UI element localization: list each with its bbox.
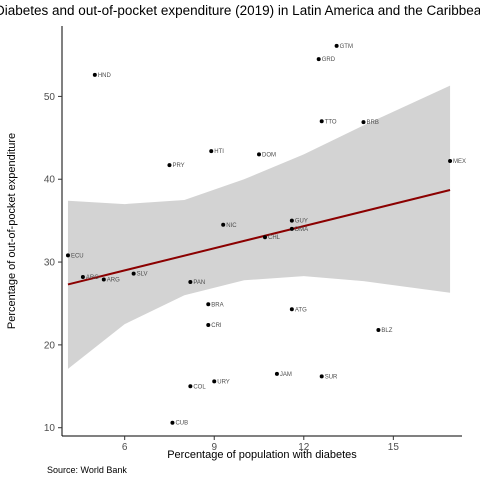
confidence-band: [67, 85, 451, 369]
data-point: [289, 226, 294, 231]
point-label: GRD: [322, 57, 336, 63]
y-tick-label: 10: [44, 423, 56, 434]
point-label: CUB: [175, 421, 188, 427]
data-point: [188, 279, 193, 284]
point-label: TTO: [325, 119, 337, 125]
point-label: HTI: [214, 149, 224, 155]
data-point: [65, 253, 70, 258]
data-point: [448, 159, 453, 164]
data-point: [257, 152, 262, 157]
y-axis-label: Percentage of out-of-pocket expenditure: [6, 133, 18, 329]
data-point: [101, 277, 106, 282]
point-label: PAN: [193, 280, 205, 286]
point-label: DOM: [262, 152, 276, 158]
point-label: DMA: [295, 227, 308, 233]
data-point: [289, 218, 294, 223]
data-point: [319, 119, 324, 124]
x-tick-label: 12: [298, 442, 310, 453]
data-point: [334, 43, 339, 48]
point-label: GUY: [295, 219, 308, 225]
x-tick-label: 9: [211, 442, 217, 453]
data-point: [316, 57, 321, 62]
data-point: [319, 374, 324, 379]
data-point: [376, 327, 381, 332]
point-label: SUR: [325, 374, 338, 380]
point-label: CHL: [268, 235, 281, 241]
data-point: [361, 120, 366, 125]
data-point: [80, 274, 85, 279]
data-point: [221, 222, 226, 227]
y-tick-label: 50: [44, 92, 56, 103]
data-point: [289, 307, 294, 312]
point-label: JAM: [280, 372, 292, 378]
x-tick-label: 6: [122, 442, 128, 453]
point-label: NIC: [226, 223, 237, 229]
point-label: ARG: [107, 277, 120, 283]
point-label: ATG: [295, 307, 307, 313]
point-label: GTM: [340, 44, 353, 50]
point-label: COL: [193, 384, 206, 390]
data-point: [262, 235, 267, 240]
regression-line: [67, 189, 451, 286]
plot-area: GTM GRD HND TTO BRB HTI DOM MEX PRY GUY NIC DMA CHL E…: [65, 43, 466, 427]
y-tick-label: 30: [44, 258, 56, 269]
point-label: CRI: [211, 323, 222, 329]
data-point: [274, 371, 279, 376]
caption: Source: World Bank: [47, 465, 127, 475]
data-point: [209, 149, 214, 154]
data-point: [206, 323, 211, 328]
point-label: URY: [217, 379, 230, 385]
point-label: MEX: [453, 159, 466, 165]
data-point: [212, 379, 217, 384]
point-label: ARG: [86, 275, 99, 281]
point-label: SLV: [137, 272, 148, 278]
data-point: [131, 271, 136, 276]
data-point: [170, 420, 175, 425]
point-label: BRA: [211, 302, 223, 308]
point-label: BRB: [366, 120, 378, 126]
x-tick-label: 15: [388, 442, 400, 453]
point-label: ECU: [71, 253, 84, 259]
data-point: [206, 302, 211, 307]
y-tick-label: 40: [44, 175, 56, 186]
chart-title: Diabetes and out-of-pocket expenditure (…: [0, 3, 480, 18]
x-axis-label: Percentage of population with diabetes: [167, 449, 357, 461]
y-tick-label: 20: [44, 340, 56, 351]
data-point: [188, 384, 193, 389]
data-point: [92, 72, 97, 77]
point-label: PRY: [172, 163, 184, 169]
x-axis-ticks: 6 9 12 15: [122, 436, 399, 453]
point-label: BLZ: [381, 328, 392, 334]
data-point: [167, 163, 172, 168]
y-axis-ticks: 10 20 30 40 50: [44, 92, 62, 434]
point-label: HND: [98, 73, 112, 79]
